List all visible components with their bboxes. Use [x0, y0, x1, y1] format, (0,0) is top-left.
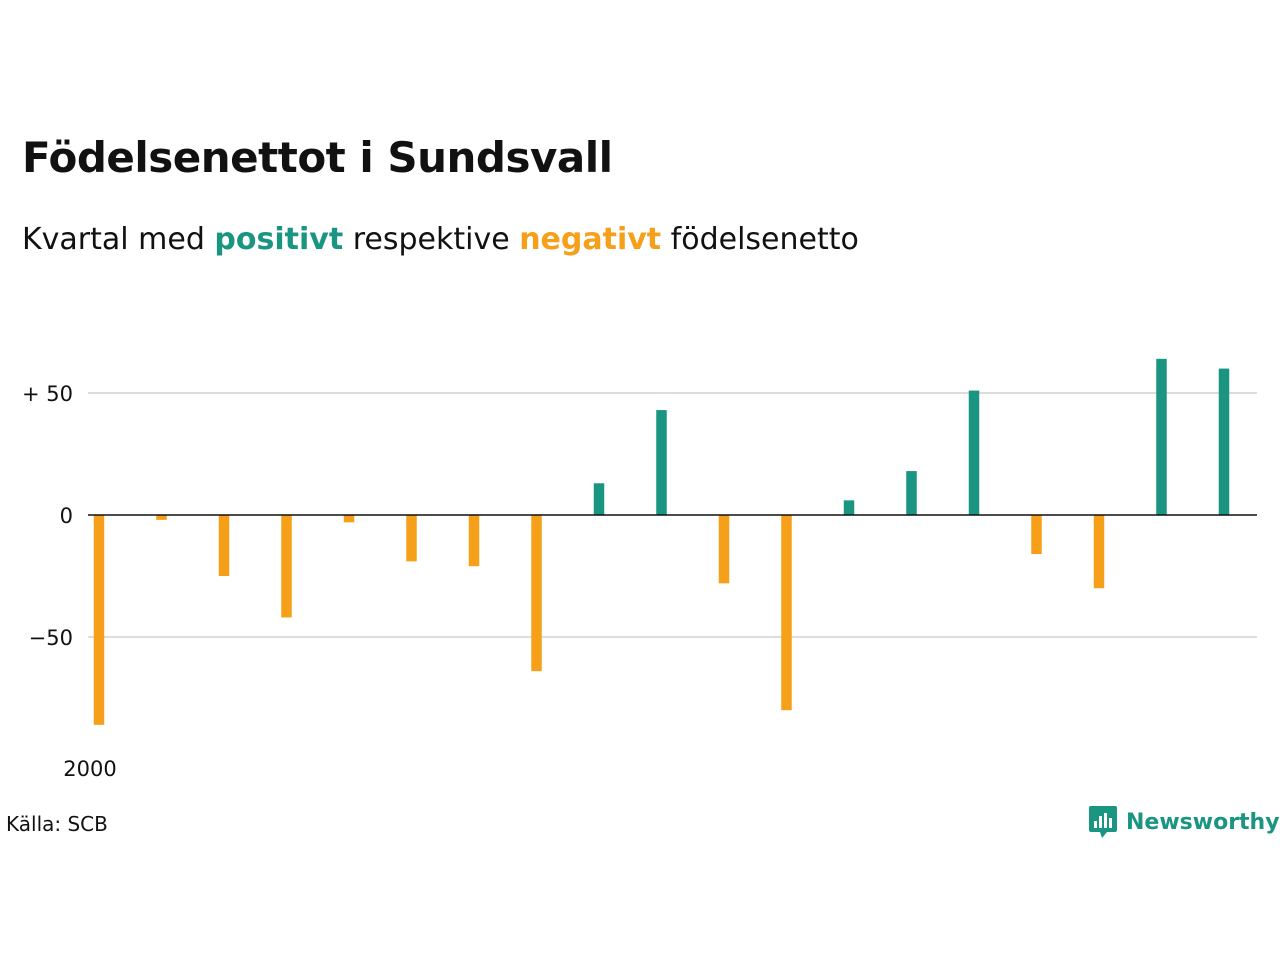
subtitle-negative-label: negativt: [519, 222, 662, 257]
bar: [218, 515, 230, 576]
bar: [968, 390, 980, 515]
brand-name: Newsworthy: [1126, 809, 1280, 835]
bar: [656, 410, 667, 515]
y-tick-label: + 50: [22, 382, 73, 406]
bar: [781, 515, 792, 711]
bar: [1031, 515, 1042, 555]
subtitle-suffix: födelsenetto: [661, 222, 859, 257]
bar: [156, 515, 167, 520]
bar: [906, 471, 917, 515]
subtitle-middle: respektive: [343, 222, 520, 257]
chart-title: Födelsenettot i Sundsvall: [22, 133, 613, 182]
bar: [93, 515, 105, 725]
bar: [718, 515, 730, 584]
bar: [468, 515, 480, 567]
bar: [343, 515, 355, 523]
subtitle-prefix: Kvartal med: [22, 222, 215, 257]
bar: [843, 500, 855, 515]
bar-chart: + 500−5020002005201020152020: [22, 358, 1257, 781]
bar: [1156, 358, 1167, 515]
subtitle-positive-label: positivt: [214, 222, 344, 257]
bar: [531, 515, 542, 672]
bar: [406, 515, 417, 562]
bar: [593, 483, 605, 515]
chart-subtitle: Kvartal med positivt respektive negativt…: [22, 222, 859, 257]
bar-chart-speech-bubble-icon: [1089, 806, 1117, 838]
bar: [1218, 368, 1230, 515]
newsworthy-logo: Newsworthy: [1088, 804, 1280, 840]
y-tick-label: 0: [60, 504, 73, 528]
bar: [281, 515, 292, 618]
bar: [1093, 515, 1105, 589]
source-note: Källa: SCB: [6, 812, 108, 836]
y-tick-label: −50: [29, 626, 73, 650]
x-tick-label: 2000: [63, 757, 116, 781]
